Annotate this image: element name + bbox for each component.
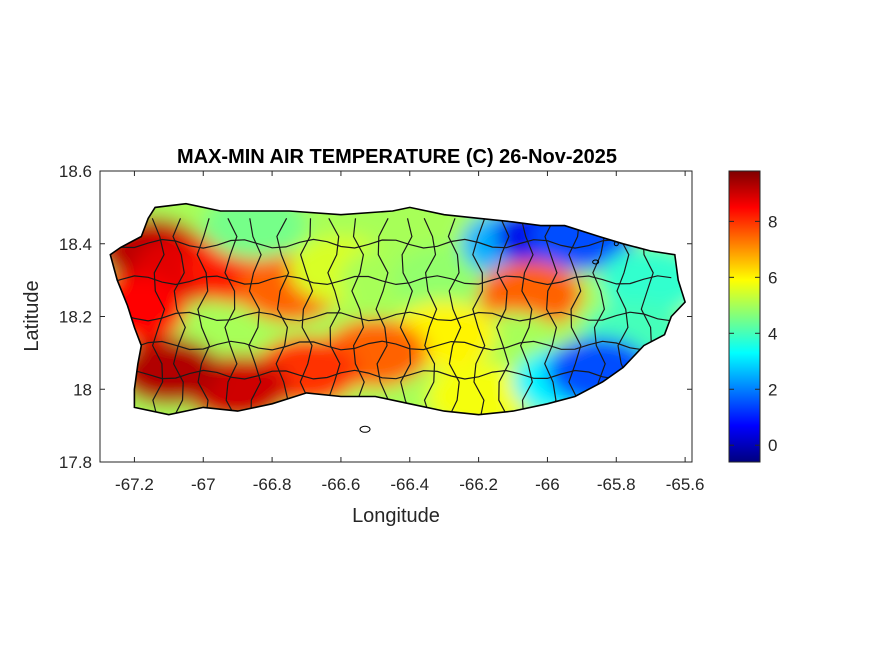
x-tick-label: -67.2	[115, 475, 154, 494]
municipal-line	[375, 218, 390, 415]
colorbar-ticks: 0 2 4 6 8	[729, 212, 777, 455]
municipal-line	[472, 218, 486, 415]
municipal-line	[172, 218, 186, 415]
x-tick-label: -66.4	[390, 475, 429, 494]
colorbar-tick-label: 2	[768, 380, 777, 399]
municipal-boundaries	[110, 218, 672, 415]
municipal-line	[496, 218, 510, 415]
municipal-line	[248, 218, 262, 415]
municipal-line	[224, 218, 238, 415]
x-tick-label: -66.2	[459, 475, 498, 494]
small-island	[359, 425, 371, 433]
colorbar	[728, 170, 761, 463]
municipal-line	[399, 218, 414, 415]
municipal-line	[568, 218, 582, 415]
municipal-line	[519, 218, 534, 415]
x-tick-label: -66.8	[253, 475, 292, 494]
x-tick-label: -66	[535, 475, 560, 494]
x-axis-ticks: -67.2 -67 -66.8 -66.6 -66.4 -66.2 -66 -65.8 -65.…	[115, 171, 704, 494]
municipal-line	[544, 218, 558, 415]
y-tick-label: 18	[73, 380, 92, 399]
x-tick-label: -65.8	[597, 475, 636, 494]
y-tick-label: 18.2	[59, 308, 92, 327]
x-tick-label: -66.6	[322, 475, 361, 494]
municipal-line	[299, 218, 314, 415]
municipal-line	[351, 218, 365, 415]
y-axis-label: Latitude	[21, 280, 43, 351]
field-sample-23	[110, 275, 187, 344]
municipal-line	[110, 311, 672, 322]
x-tick-label: -65.6	[666, 475, 705, 494]
colorbar-tick-label: 8	[768, 212, 777, 231]
chart-title: MAX-MIN AIR TEMPERATURE (C) 26-Nov-2025	[177, 146, 617, 168]
field-sample-18	[116, 337, 221, 406]
colorbar-tick-label: 6	[768, 268, 777, 287]
x-axis-label: Longitude	[352, 505, 440, 527]
municipal-line	[196, 218, 211, 415]
coastline	[109, 202, 687, 416]
municipal-line	[110, 340, 672, 351]
municipal-line	[110, 369, 672, 380]
small-island	[613, 241, 619, 247]
small-island	[592, 259, 600, 265]
field-sample-6	[392, 246, 497, 315]
y-tick-label: 17.8	[59, 453, 92, 472]
x-tick-label: -67	[191, 475, 216, 494]
municipal-line	[110, 275, 672, 286]
small-islands	[359, 241, 619, 433]
municipal-line	[327, 218, 341, 415]
y-tick-label: 18.6	[59, 162, 92, 181]
municipal-line	[110, 238, 672, 249]
colorbar-tick-label: 0	[768, 436, 777, 455]
y-tick-label: 18.4	[59, 235, 92, 254]
colorbar-tick-label: 4	[768, 324, 777, 343]
y-axis-ticks: 17.8 18 18.2 18.4 18.6	[59, 162, 692, 472]
